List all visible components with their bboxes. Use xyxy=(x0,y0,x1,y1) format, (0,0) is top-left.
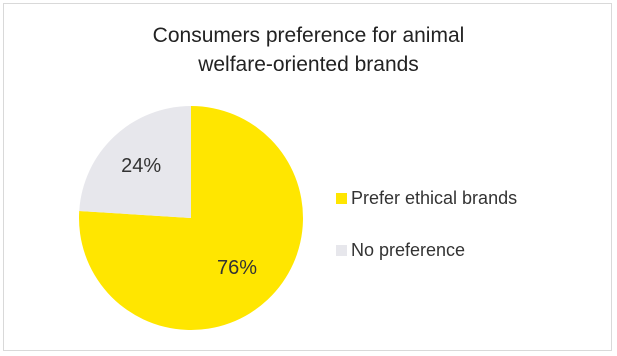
legend-swatch-no-preference xyxy=(336,244,347,256)
legend-item-no-preference: No preference xyxy=(336,237,517,263)
data-label-no-preference: 24% xyxy=(121,155,161,177)
legend-label-prefer-ethical: Prefer ethical brands xyxy=(351,187,518,208)
legend-swatch-prefer-ethical xyxy=(336,192,347,204)
chart-title: Consumers preference for animal welfare-… xyxy=(0,21,617,79)
legend: Prefer ethical brands No preference xyxy=(336,185,517,289)
data-label-prefer-ethical: 76% xyxy=(217,257,257,279)
legend-item-prefer-ethical: Prefer ethical brands xyxy=(336,185,517,211)
legend-label-no-preference: No preference xyxy=(351,239,466,260)
chart-title-line-2: welfare-oriented brands xyxy=(198,53,419,76)
chart-title-line-1: Consumers preference for animal xyxy=(152,24,465,47)
pie-slice-no-preference xyxy=(79,106,191,218)
